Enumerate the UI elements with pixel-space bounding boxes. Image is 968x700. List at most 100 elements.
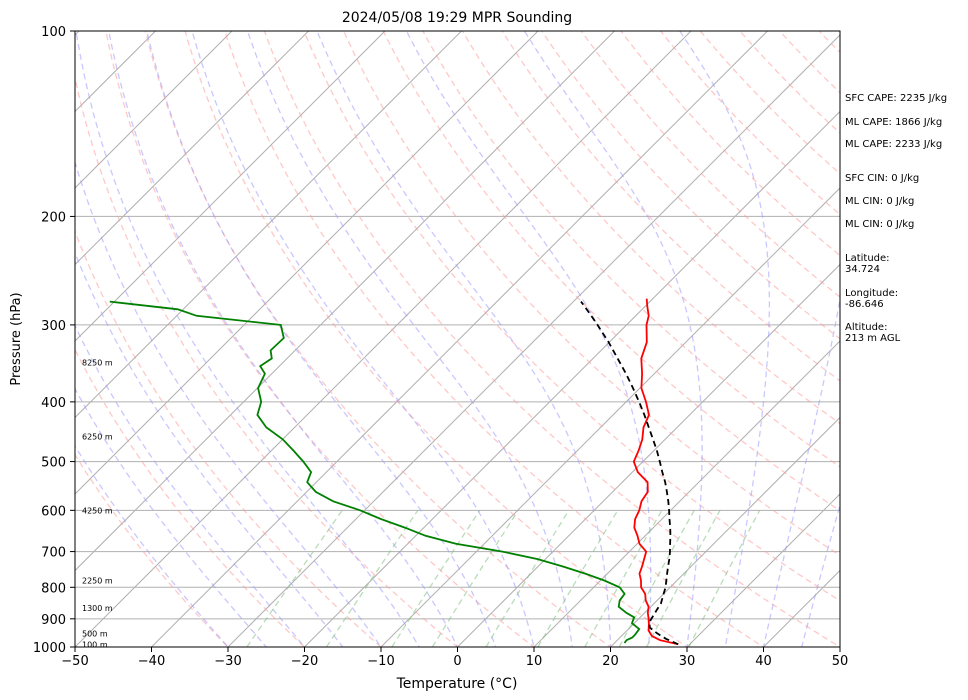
isotherm-line	[75, 31, 539, 495]
moist-adiabat-line	[75, 31, 421, 647]
dry-adiabat-line	[422, 31, 840, 468]
latitude-label: Latitude: 34.724	[845, 253, 890, 275]
isotherm-line	[227, 34, 840, 647]
dry-adiabat-line	[659, 31, 840, 216]
moist-adiabat-line	[108, 31, 459, 647]
isotherm-line	[75, 31, 463, 419]
temperature-line	[632, 298, 679, 646]
y-tick-label: 700	[41, 546, 66, 561]
mixing-ratio-line	[618, 509, 695, 647]
dry-adiabat-line	[184, 31, 689, 647]
y-tick-label: 100	[41, 25, 66, 40]
height-label: 4250 m	[82, 506, 113, 515]
moist-adiabat-line	[762, 295, 840, 647]
moist-adiabat-line	[246, 31, 573, 647]
height-label: 100 m	[82, 640, 108, 649]
y-tick-label: 900	[41, 613, 66, 628]
y-tick-label: 400	[41, 396, 66, 411]
x-tick-label: 40	[755, 654, 772, 669]
ml-cin-label-2: ML CIN: 0 J/kg	[845, 219, 915, 230]
x-tick-label: −40	[138, 654, 165, 669]
isotherm-line	[75, 31, 233, 189]
isotherm-line	[609, 416, 840, 647]
dry-adiabat-line	[303, 31, 840, 602]
height-label: 2250 m	[82, 577, 113, 586]
y-tick-label: 800	[41, 581, 66, 596]
x-axis-label: Temperature (°C)	[396, 676, 518, 692]
height-label: 1300 m	[82, 604, 113, 613]
dry-adiabat-line	[75, 348, 306, 647]
moist-adiabat-line	[316, 31, 612, 647]
moist-adiabat-line	[523, 31, 703, 647]
moist-adiabat-line	[146, 31, 497, 647]
x-tick-label: −20	[291, 654, 318, 669]
moist-adiabat-line	[75, 251, 344, 647]
isotherm-line	[75, 31, 157, 113]
moist-adiabat-line	[75, 160, 382, 647]
dewpoint-line	[109, 300, 641, 644]
dry-adiabat-line	[382, 31, 840, 512]
isotherm-line	[75, 31, 616, 572]
x-tick-label: 20	[602, 654, 619, 669]
mixing-ratio-line	[485, 509, 570, 647]
height-label: 8250 m	[82, 358, 113, 367]
moist-adiabat-line	[405, 31, 652, 647]
isotherm-line	[686, 493, 840, 647]
moist-adiabat-line	[191, 31, 535, 647]
y-tick-label: 1000	[33, 641, 66, 656]
moist-adiabat-line	[75, 444, 229, 647]
dry-adiabat-line	[540, 31, 840, 340]
x-tick-label: 50	[832, 654, 849, 669]
dry-adiabat-line	[501, 31, 840, 382]
y-tick-label: 500	[41, 456, 66, 471]
dry-adiabat-line	[620, 31, 840, 257]
isotherm-line	[75, 31, 692, 647]
dry-adiabat-line	[105, 31, 536, 647]
y-tick-label: 300	[41, 319, 66, 334]
moist-adiabat-line	[75, 387, 268, 647]
isotherm-line	[75, 31, 310, 266]
moist-adiabat-line	[679, 31, 771, 647]
isotherm-line	[150, 31, 769, 647]
isotherm-line	[533, 340, 840, 647]
plot-frame	[74, 30, 841, 648]
dry-adiabat-line	[224, 31, 765, 647]
chart-title: 2024/05/08 19:29 MPR Sounding	[342, 10, 572, 26]
moist-adiabat-line	[75, 324, 306, 647]
isotherm-line	[75, 31, 386, 342]
dry-adiabat-line	[580, 31, 840, 298]
y-axis-label: Pressure (hPa)	[9, 292, 24, 385]
y-tick-label: 600	[41, 504, 66, 519]
longitude-label: Longitude: -86.646	[845, 288, 899, 310]
x-tick-label: −30	[214, 654, 241, 669]
y-tick-label: 200	[41, 210, 66, 225]
x-tick-label: 30	[679, 654, 696, 669]
dry-adiabat-line	[75, 229, 382, 647]
ml-cin-label-1: ML CIN: 0 J/kg	[845, 196, 915, 207]
mixing-ratio-line	[584, 509, 663, 647]
sfc-cin-label: SFC CIN: 0 J/kg	[845, 173, 920, 184]
mixing-ratio-line	[431, 509, 519, 647]
sfc-cape-label: SFC CAPE: 2235 J/kg	[845, 93, 948, 104]
mixing-ratio-line	[391, 509, 481, 647]
mixing-ratio-line	[688, 509, 761, 647]
mixing-ratio-line	[325, 509, 419, 647]
x-tick-label: 0	[453, 654, 461, 669]
mixing-ratio-line	[246, 509, 343, 647]
ml-cape-label-2: ML CAPE: 2233 J/kg	[845, 139, 943, 150]
dry-adiabat-line	[342, 31, 840, 557]
dry-adiabat-line	[263, 31, 840, 647]
ml-cape-label-1: ML CAPE: 1866 J/kg	[845, 117, 943, 128]
x-tick-label: −10	[367, 654, 394, 669]
height-label: 500 m	[82, 629, 108, 638]
dry-adiabat-line	[75, 453, 229, 647]
height-label: 6250 m	[82, 432, 113, 441]
x-tick-label: 10	[526, 654, 543, 669]
mixing-ratio-line	[537, 509, 619, 647]
altitude-label: Altitude: 213 m AGL	[845, 322, 901, 344]
isotherm-line	[303, 110, 840, 647]
dry-adiabat-line	[461, 31, 840, 425]
isotherm-line	[380, 187, 840, 647]
mixing-ratio-line	[646, 509, 721, 647]
